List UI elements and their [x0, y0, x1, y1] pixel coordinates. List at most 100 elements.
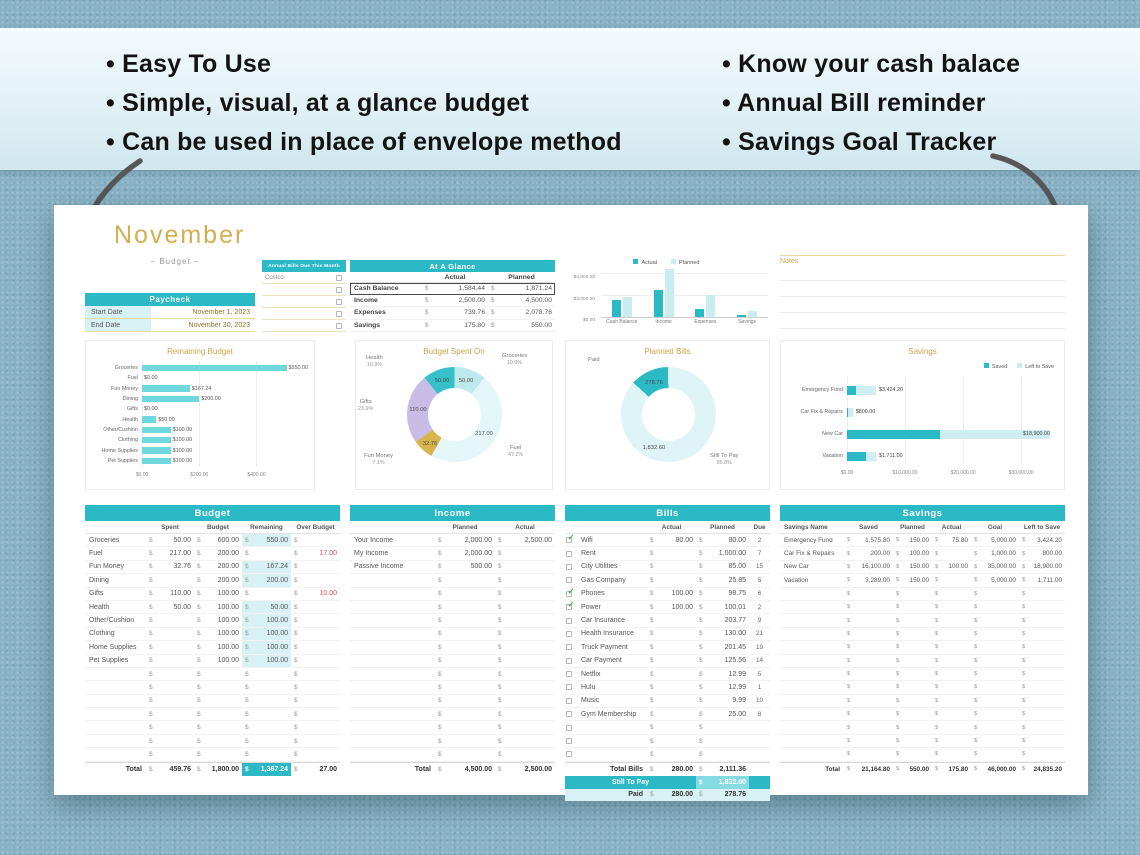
annual-bill-row[interactable]: Costco: [262, 272, 346, 284]
name-cell[interactable]: [350, 628, 435, 640]
money-cell[interactable]: $200.00: [844, 547, 893, 559]
money-cell[interactable]: $2,500.00: [422, 295, 488, 306]
money-cell[interactable]: $: [647, 547, 696, 559]
name-cell[interactable]: [577, 735, 647, 747]
name-cell[interactable]: [85, 748, 146, 760]
money-cell[interactable]: $: [844, 641, 893, 653]
money-cell[interactable]: $: [844, 721, 893, 733]
money-cell[interactable]: $125.56: [696, 655, 749, 667]
checkbox[interactable]: [336, 286, 342, 293]
bill-checkbox-cell[interactable]: [565, 547, 577, 559]
money-cell[interactable]: $: [647, 695, 696, 707]
money-cell[interactable]: $: [971, 681, 1019, 693]
money-cell[interactable]: $: [495, 601, 555, 613]
bill-checkbox-cell[interactable]: ✓: [565, 587, 577, 600]
due-day-cell[interactable]: 2: [757, 603, 762, 611]
name-cell[interactable]: [350, 721, 435, 733]
due-day-cell[interactable]: [749, 721, 770, 733]
money-cell[interactable]: $: [893, 721, 932, 733]
money-cell[interactable]: $: [893, 628, 932, 640]
money-cell[interactable]: $9.99: [696, 695, 749, 707]
name-cell[interactable]: Vacation: [784, 576, 809, 584]
bill-checkbox-cell[interactable]: [565, 561, 577, 573]
money-cell[interactable]: $: [146, 681, 194, 693]
money-cell[interactable]: $: [435, 574, 495, 586]
money-cell[interactable]: $: [194, 668, 242, 680]
money-cell[interactable]: $: [844, 695, 893, 707]
money-cell[interactable]: $: [242, 681, 291, 693]
money-cell[interactable]: $: [146, 708, 194, 720]
name-cell[interactable]: [780, 695, 844, 707]
end-date-value[interactable]: November 30, 2023: [188, 321, 250, 329]
money-cell[interactable]: $: [146, 641, 194, 653]
money-cell[interactable]: $: [844, 628, 893, 640]
money-cell[interactable]: $: [1019, 655, 1065, 667]
money-cell[interactable]: $: [932, 721, 971, 733]
money-cell[interactable]: $5,000.00: [971, 574, 1019, 586]
name-cell[interactable]: Car Insurance: [581, 617, 625, 625]
money-cell[interactable]: $: [435, 614, 495, 626]
name-cell[interactable]: [85, 721, 146, 733]
money-cell[interactable]: $217.00: [146, 547, 194, 559]
money-cell[interactable]: $: [844, 614, 893, 626]
money-cell[interactable]: $: [932, 681, 971, 693]
money-cell[interactable]: $: [146, 735, 194, 747]
name-cell[interactable]: Rent: [581, 550, 596, 558]
money-cell[interactable]: $18,900.00: [1019, 561, 1065, 573]
bill-checkbox-cell[interactable]: [565, 708, 577, 720]
money-cell[interactable]: $: [647, 748, 696, 760]
money-cell[interactable]: $: [647, 628, 696, 640]
money-cell[interactable]: $100.00: [242, 614, 291, 627]
checkbox[interactable]: [566, 697, 572, 704]
money-cell[interactable]: $100.01: [696, 601, 749, 613]
money-cell[interactable]: $100.00: [194, 641, 242, 653]
name-cell[interactable]: Phones: [581, 590, 605, 598]
money-cell[interactable]: $: [932, 668, 971, 680]
name-cell[interactable]: Truck Payment: [581, 643, 628, 651]
money-cell[interactable]: $1,832.60: [696, 775, 749, 789]
money-cell[interactable]: $: [844, 588, 893, 600]
money-cell[interactable]: $35,000.00: [971, 561, 1019, 573]
due-day-cell[interactable]: 1: [757, 683, 762, 691]
money-cell[interactable]: $: [291, 721, 340, 733]
name-cell[interactable]: Total Bills: [610, 765, 643, 773]
money-cell[interactable]: $500.00: [435, 561, 495, 573]
money-cell[interactable]: $80.00: [647, 534, 696, 546]
money-cell[interactable]: $: [495, 655, 555, 667]
name-cell[interactable]: Hulu: [581, 683, 596, 691]
name-cell[interactable]: Car Fix & Repairs: [784, 550, 835, 558]
money-cell[interactable]: $: [146, 721, 194, 733]
money-cell[interactable]: $16,100.00: [844, 561, 893, 573]
checkbox[interactable]: [566, 617, 572, 624]
due-day-cell[interactable]: [749, 748, 770, 760]
money-cell[interactable]: $: [495, 574, 555, 586]
name-cell[interactable]: Fuel: [89, 550, 103, 558]
bill-checkbox-cell[interactable]: [565, 655, 577, 667]
money-cell[interactable]: $10.00: [291, 588, 340, 600]
name-cell[interactable]: Power: [581, 603, 601, 611]
money-cell[interactable]: $24,835.20: [1019, 763, 1065, 776]
money-cell[interactable]: $: [495, 547, 555, 559]
name-cell[interactable]: [85, 735, 146, 747]
money-cell[interactable]: $167.24: [242, 560, 291, 574]
money-cell[interactable]: $: [495, 681, 555, 693]
bill-checkbox-cell[interactable]: ✓: [565, 600, 577, 613]
name-cell[interactable]: [85, 668, 146, 680]
due-day-cell[interactable]: 14: [755, 657, 764, 665]
money-cell[interactable]: $: [194, 721, 242, 733]
checkbox[interactable]: [336, 322, 342, 329]
money-cell[interactable]: $: [971, 655, 1019, 667]
money-cell[interactable]: $: [291, 641, 340, 653]
money-cell[interactable]: $: [291, 748, 340, 760]
money-cell[interactable]: $203.77: [696, 614, 749, 626]
money-cell[interactable]: $: [194, 681, 242, 693]
money-cell[interactable]: $: [146, 695, 194, 707]
name-cell[interactable]: [780, 735, 844, 747]
money-cell[interactable]: $: [242, 588, 291, 600]
money-cell[interactable]: $: [893, 695, 932, 707]
money-cell[interactable]: $: [146, 748, 194, 760]
bill-checkbox-cell[interactable]: [565, 735, 577, 747]
checkbox[interactable]: [566, 550, 572, 557]
money-cell[interactable]: $100.00: [194, 655, 242, 667]
money-cell[interactable]: $: [435, 588, 495, 600]
